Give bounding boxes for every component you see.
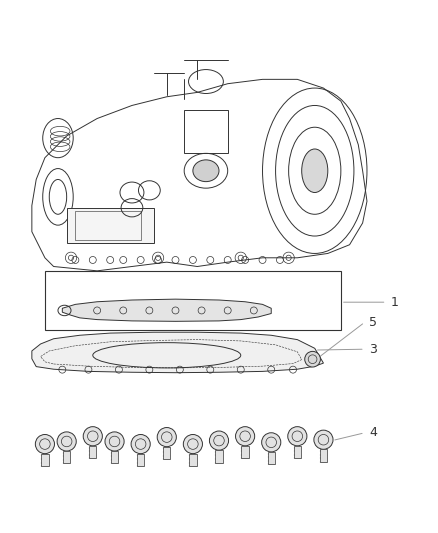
Polygon shape — [32, 332, 323, 373]
Circle shape — [261, 433, 281, 452]
Circle shape — [236, 426, 254, 446]
Bar — [241, 446, 249, 458]
Circle shape — [57, 432, 76, 451]
Bar — [184, 110, 228, 154]
Bar — [268, 452, 275, 464]
Bar — [163, 447, 170, 459]
Bar — [320, 449, 327, 462]
Circle shape — [209, 431, 229, 450]
Circle shape — [314, 430, 333, 449]
Bar — [45, 271, 341, 329]
Circle shape — [131, 434, 150, 454]
Text: 3: 3 — [369, 343, 377, 356]
Text: 5: 5 — [369, 316, 377, 329]
Polygon shape — [62, 299, 271, 321]
Ellipse shape — [302, 149, 328, 192]
Circle shape — [35, 434, 54, 454]
Ellipse shape — [193, 160, 219, 182]
Bar — [89, 446, 96, 458]
Circle shape — [157, 427, 177, 447]
Bar — [215, 450, 223, 463]
Text: 1: 1 — [391, 296, 399, 309]
Circle shape — [83, 426, 102, 446]
Circle shape — [305, 351, 321, 367]
Bar — [75, 211, 141, 239]
Circle shape — [105, 432, 124, 451]
Text: 2: 2 — [304, 272, 312, 285]
Bar — [294, 446, 301, 458]
Bar — [63, 451, 71, 464]
Bar — [111, 451, 118, 464]
Circle shape — [184, 434, 202, 454]
Text: 4: 4 — [369, 426, 377, 439]
Bar — [189, 454, 197, 466]
Circle shape — [288, 426, 307, 446]
Bar — [41, 454, 49, 466]
Bar — [137, 454, 144, 466]
Bar — [67, 208, 154, 243]
